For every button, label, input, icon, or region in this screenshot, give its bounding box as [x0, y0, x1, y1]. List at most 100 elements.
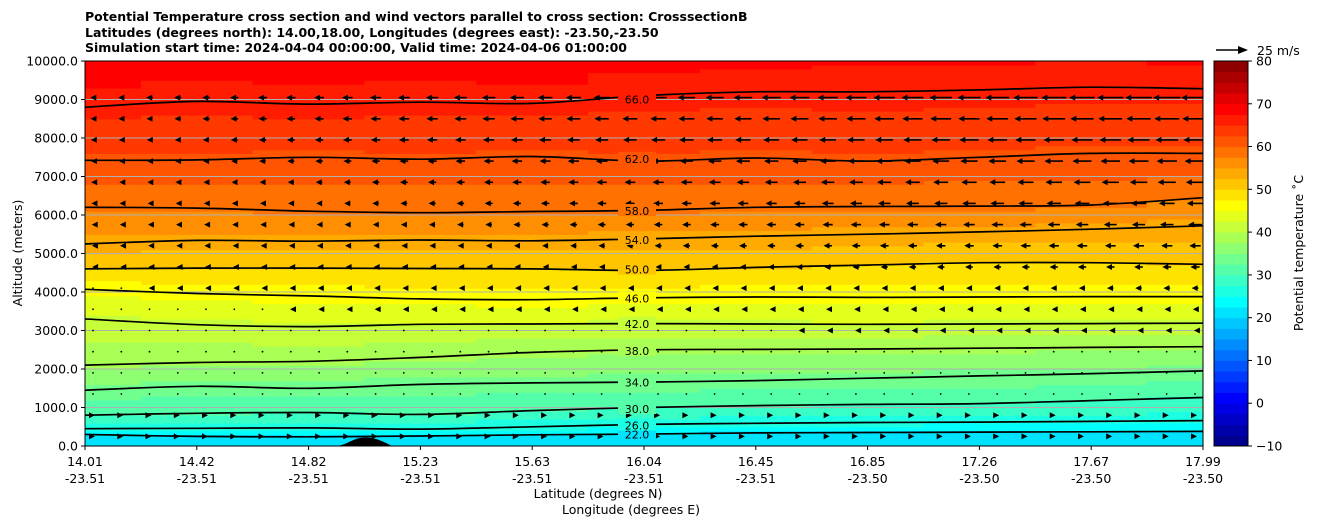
temperature-cell [140, 342, 254, 347]
temperature-cell [85, 141, 142, 147]
temperature-cell [811, 392, 925, 397]
temperature-cell [699, 191, 813, 197]
wind-vector-head [685, 306, 691, 313]
temperature-cell [923, 122, 1037, 128]
temperature-cell [252, 91, 366, 97]
temperature-cell [252, 126, 366, 131]
wind-vector [826, 372, 829, 374]
wind-vector-head [1192, 306, 1199, 313]
wind-vector [431, 393, 433, 395]
wind-vector-head [1125, 94, 1132, 101]
wind-vector-head [1106, 412, 1113, 419]
temperature-cell [364, 257, 478, 262]
temperature-cell [699, 84, 813, 89]
temperature-cell [588, 438, 701, 443]
wind-vector-head [428, 179, 434, 186]
temperature-cell [699, 345, 813, 351]
wind-vector-head [346, 306, 353, 313]
wind-vector-head [1129, 179, 1136, 186]
temperature-cell [476, 215, 590, 220]
temperature-cell [140, 61, 254, 66]
temperature-cell [364, 384, 478, 389]
temperature-cell [923, 218, 1037, 224]
wind-vector-head [902, 115, 909, 122]
wind-vector-head [958, 115, 965, 122]
temperature-cell [1147, 422, 1203, 428]
temperature-cell [923, 157, 1037, 162]
temperature-cell [811, 68, 925, 74]
wind-vector [798, 393, 801, 395]
temperature-cell [588, 311, 701, 316]
wind-vector-head [936, 433, 943, 440]
temperature-cell [85, 376, 142, 382]
wind-vector-head [959, 136, 966, 143]
temperature-cell [699, 222, 813, 228]
temperature-cell [85, 222, 142, 228]
contour-label-bg [618, 375, 656, 388]
temperature-cell [252, 272, 366, 278]
x-tick-label-lat: 14.42 [179, 454, 215, 469]
temperature-cell [252, 411, 366, 416]
temperature-cell [811, 318, 925, 324]
temperature-cell [1035, 303, 1149, 309]
temperature-cell [1035, 249, 1149, 255]
temperature-cell [364, 230, 478, 235]
temperature-cell [476, 422, 590, 428]
temperature-cell [140, 357, 254, 362]
temperature-cell [811, 326, 925, 332]
temperature-cell [364, 164, 478, 170]
colorbar-band [1214, 93, 1248, 105]
temperature-cell [476, 203, 590, 208]
temperature-cell [85, 326, 142, 332]
temperature-cell [1035, 395, 1149, 401]
wind-vector [515, 329, 518, 332]
temperature-cell [1147, 153, 1203, 158]
temperature-cell [1035, 365, 1149, 370]
temperature-cell [364, 222, 478, 228]
wind-vector [431, 329, 433, 332]
temperature-cell [252, 284, 366, 289]
temperature-cell [923, 188, 1037, 193]
x-tick-label-lon: -23.50 [1071, 471, 1111, 486]
temperature-cell [1035, 215, 1149, 220]
temperature-cell [1147, 326, 1203, 332]
wind-vector-head [537, 94, 544, 101]
temperature-cell [923, 265, 1037, 270]
contour-label-bg [618, 402, 656, 415]
temperature-cell [140, 138, 254, 143]
wind-vector [685, 329, 688, 332]
wind-vector-head [1045, 179, 1052, 186]
temperature-cell [252, 353, 366, 359]
temperature-cell [1147, 118, 1203, 124]
wind-vector-head [709, 200, 716, 207]
wind-vector-head [855, 327, 862, 334]
temperature-cell [588, 68, 701, 74]
wind-vector-head [735, 136, 742, 143]
temperature-cell [364, 349, 478, 355]
wind-vector-head [259, 158, 266, 165]
wind-vector-head [569, 221, 576, 228]
temperature-cell [588, 257, 701, 262]
wind-vector [120, 308, 123, 311]
temperature-cell [923, 68, 1037, 74]
wind-vector-head [795, 433, 802, 440]
wind-vector-head [483, 136, 489, 143]
temperature-cell [140, 103, 254, 108]
wind-vector-head [937, 264, 943, 270]
wind-vector-head [905, 179, 912, 186]
wind-vector-head [656, 285, 663, 292]
x-tick-label-lon: -23.51 [400, 471, 440, 486]
contour-58.0: 58.0 [85, 196, 1203, 218]
wind-vector [713, 329, 716, 332]
title-line-2: Latitudes (degrees north): 14.00,18.00, … [85, 24, 659, 40]
wind-vector-head [539, 158, 546, 165]
wind-vector-head [908, 433, 915, 440]
wind-vector-head [456, 200, 463, 207]
wind-vector-head [822, 221, 829, 228]
wind-vector-head [710, 242, 717, 249]
temperature-cell [252, 114, 366, 120]
wind-vector-head [1044, 158, 1051, 165]
wind-vector [92, 350, 94, 353]
temperature-cell [923, 103, 1037, 108]
